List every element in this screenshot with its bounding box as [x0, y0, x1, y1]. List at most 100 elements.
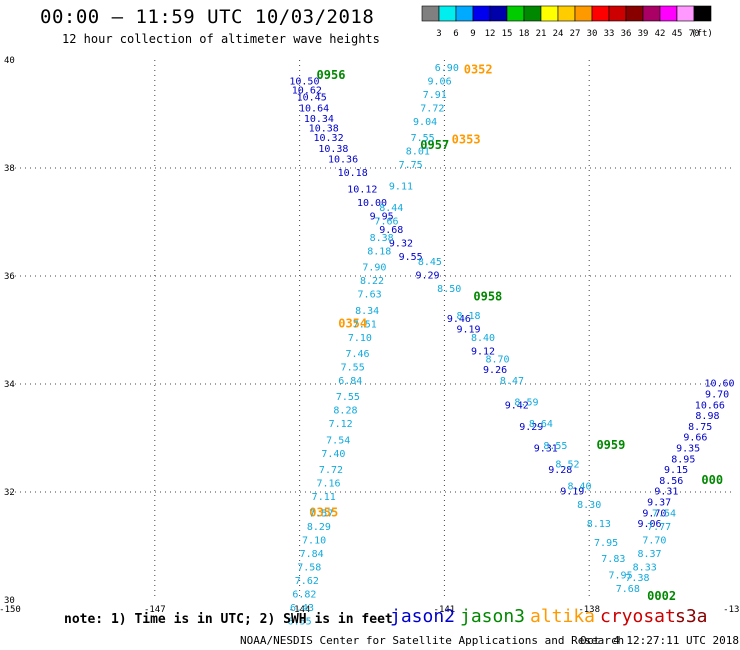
data-label-track-cyan: 7.91: [423, 90, 447, 101]
data-label-jason2: 10.66: [695, 400, 725, 411]
data-label-jason2: 9.28: [548, 465, 572, 476]
footer-note: note: 1) Time is in UTC; 2) SWH is in fe…: [64, 612, 393, 627]
data-label-jason2: 9.31: [534, 444, 558, 455]
data-label-altika: 0352: [464, 63, 493, 77]
colorbar-label: 70: [689, 29, 700, 39]
data-label-track-cyan: 7.72: [319, 465, 343, 476]
data-label-track-cyan: 7.46: [345, 349, 369, 360]
colorbar-label: 39: [638, 29, 649, 39]
data-label-track-cyan: 7.54: [652, 508, 676, 519]
data-label-track-cyan: 8.18: [367, 246, 391, 257]
y-tick-label: 38: [4, 164, 15, 174]
data-label-track-cyan: 7.77: [647, 522, 671, 533]
data-label-jason2: 9.29: [519, 422, 543, 433]
data-label-track-cyan: 8.13: [587, 519, 611, 530]
colorbar-unit: (ft): [691, 29, 713, 39]
data-label-track-cyan: 7.38: [625, 573, 649, 584]
data-label-jason2: 8.75: [688, 422, 712, 433]
legend-altika: altika: [530, 606, 596, 627]
data-label-jason2: 10.00: [357, 198, 387, 209]
data-label-track-cyan: 8.45: [418, 257, 442, 268]
data-label-jason2: 9.95: [370, 211, 394, 222]
page-title: 00:00 – 11:59 UTC 10/03/2018: [40, 6, 375, 28]
data-label-track-cyan: 7.95: [609, 570, 633, 581]
data-label-jason3: 0956: [317, 68, 346, 82]
credit-timestamp: Oct 4 12:27:11 UTC 2018: [580, 634, 739, 647]
data-label-track-cyan: 8.22: [360, 276, 384, 287]
data-label-track-cyan: 6.43: [290, 603, 314, 614]
data-label-track-cyan: 7.40: [321, 449, 345, 460]
x-tick-label: -150: [0, 605, 21, 615]
legend-s3a: s3a: [675, 606, 708, 627]
data-label-track-cyan: 7.10: [302, 535, 326, 546]
data-label-jason2: 9.70: [705, 390, 729, 401]
colorbar-label: 27: [570, 29, 581, 39]
x-tick-label: -147: [144, 605, 166, 615]
data-label-track-cyan: 8.18: [456, 311, 480, 322]
data-label-jason2: 10.50: [289, 76, 319, 87]
data-label-track-cyan: 8.40: [567, 481, 591, 492]
data-label-jason2: 8.56: [659, 476, 683, 487]
colorbar-label: 3: [436, 29, 441, 39]
data-label-jason2: 10.45: [297, 93, 327, 104]
data-label-track-cyan: 7.51: [353, 319, 377, 330]
colorbar-label: 24: [553, 29, 564, 39]
data-label-track-cyan: 7.75: [399, 160, 423, 171]
colorbar-label: 15: [502, 29, 513, 39]
data-label-track-cyan: 8.47: [500, 376, 524, 387]
data-label-jason2: 9.29: [415, 271, 439, 282]
data-label-jason2: 9.35: [676, 444, 700, 455]
data-label-track-cyan: 8.52: [555, 460, 579, 471]
data-label-track-cyan: 9.04: [413, 117, 437, 128]
colorbar-swatch: [693, 5, 712, 22]
credit-line: NOAA/NESDIS Center for Satellite Applica…: [240, 634, 625, 647]
data-label-track-cyan: 7.70: [642, 535, 666, 546]
data-label-jason2: 9.32: [389, 238, 413, 249]
data-label-jason2: 9.70: [642, 508, 666, 519]
data-label-track-cyan: 8.55: [543, 441, 567, 452]
data-label-track-cyan: 7.11: [312, 492, 336, 503]
data-label-track-cyan: 7.84: [300, 549, 324, 560]
data-label-track-cyan: 8.29: [307, 522, 331, 533]
data-label-jason2: 9.06: [637, 519, 661, 530]
data-label-jason2: 9.26: [483, 365, 507, 376]
data-label-track-cyan: 7.83: [601, 554, 625, 565]
colorbar-label: 6: [453, 29, 458, 39]
data-label-jason3: 0958: [473, 289, 502, 303]
data-label-track-cyan: 7.10: [348, 333, 372, 344]
y-tick-label: 32: [4, 488, 15, 498]
data-label-track-cyan: 7.12: [329, 419, 353, 430]
colorbar-label: 42: [655, 29, 666, 39]
colorbar-label: 30: [587, 29, 598, 39]
data-label-track-cyan: 8.59: [514, 398, 538, 409]
data-label-jason2: 9.37: [647, 498, 671, 509]
data-label-jason2: 10.38: [309, 123, 339, 134]
data-label-track-cyan: 6.82: [292, 589, 316, 600]
data-label-track-cyan: 7.95: [594, 538, 618, 549]
data-label-jason2: 10.12: [347, 184, 377, 195]
data-label-track-cyan: 7.55: [411, 133, 435, 144]
colorbar-label: 36: [621, 29, 632, 39]
data-label-track-cyan: 9.06: [428, 76, 452, 87]
x-tick-label: -144: [289, 605, 311, 615]
y-tick-label: 40: [4, 56, 15, 66]
data-label-jason2: 9.15: [664, 465, 688, 476]
data-label-jason2: 9.66: [683, 433, 707, 444]
data-label-track-cyan: 8.50: [437, 284, 461, 295]
data-label-track-cyan: 8.30: [577, 500, 601, 511]
data-label-altika: 0353: [452, 133, 481, 147]
data-label-jason2: 9.31: [654, 487, 678, 498]
x-tick-label: -138: [578, 605, 600, 615]
data-label-track-cyan: 8.64: [529, 419, 553, 430]
legend-cryosat: cryosat: [600, 606, 676, 627]
data-label-jason2: 10.62: [292, 85, 322, 96]
data-label-jason3: 000: [701, 473, 723, 487]
data-label-jason2: 10.32: [314, 133, 344, 144]
data-label-track-cyan: 8.33: [633, 562, 657, 573]
colorbar-label: 45: [672, 29, 683, 39]
x-tick-label: -135: [723, 605, 740, 615]
legend-jason3: jason3: [460, 606, 526, 627]
data-label-jason2: 10.64: [299, 103, 329, 114]
data-label-track-cyan: 7.63: [358, 290, 382, 301]
